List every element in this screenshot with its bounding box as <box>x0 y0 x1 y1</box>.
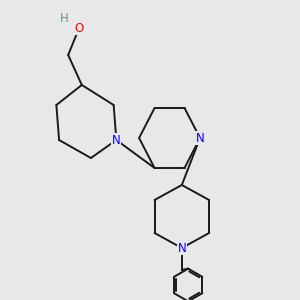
Text: N: N <box>177 242 186 254</box>
Text: N: N <box>196 131 204 145</box>
Text: N: N <box>112 134 121 146</box>
Text: O: O <box>74 22 84 34</box>
Text: H: H <box>60 11 69 25</box>
